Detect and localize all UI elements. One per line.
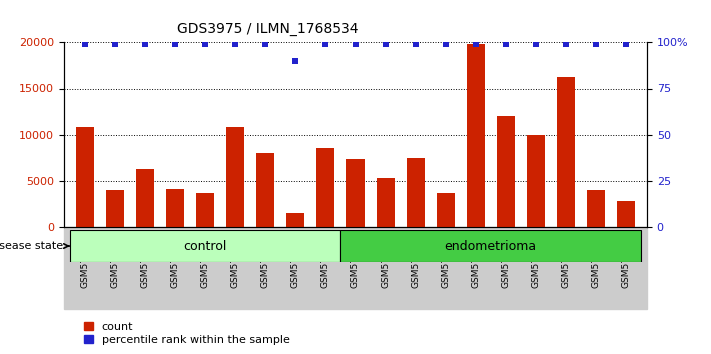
Point: [470, 41, 481, 47]
Point: [440, 41, 451, 47]
Bar: [497, 116, 515, 227]
Bar: [346, 159, 365, 227]
Text: disease state: disease state: [0, 241, 69, 251]
Point: [350, 41, 361, 47]
Bar: [437, 193, 454, 227]
Bar: [466, 44, 485, 227]
FancyBboxPatch shape: [70, 230, 341, 262]
Point: [230, 41, 241, 47]
Point: [410, 41, 422, 47]
Point: [620, 41, 631, 47]
Bar: [76, 127, 94, 227]
Bar: [377, 178, 395, 227]
Bar: [557, 78, 575, 227]
Point: [320, 41, 331, 47]
Bar: [136, 170, 154, 227]
Bar: [166, 189, 184, 227]
Bar: [407, 159, 424, 227]
FancyBboxPatch shape: [341, 230, 641, 262]
Point: [500, 41, 511, 47]
Point: [139, 41, 151, 47]
Bar: [316, 148, 334, 227]
Title: GDS3975 / ILMN_1768534: GDS3975 / ILMN_1768534: [177, 22, 359, 36]
Point: [109, 41, 121, 47]
Bar: [196, 193, 214, 227]
Point: [289, 58, 301, 64]
Text: endometrioma: endometrioma: [444, 240, 537, 252]
Point: [80, 41, 91, 47]
Bar: [257, 153, 274, 227]
Bar: [617, 201, 635, 227]
Bar: [64, 227, 647, 309]
Bar: [106, 190, 124, 227]
Point: [380, 41, 391, 47]
Bar: [226, 127, 245, 227]
Point: [590, 41, 602, 47]
Legend: count, percentile rank within the sample: count, percentile rank within the sample: [84, 321, 289, 345]
Point: [260, 41, 271, 47]
Bar: [527, 135, 545, 227]
Point: [169, 41, 181, 47]
Point: [200, 41, 211, 47]
Bar: [587, 190, 605, 227]
Bar: [287, 213, 304, 227]
Point: [560, 41, 572, 47]
Point: [530, 41, 542, 47]
Text: control: control: [183, 240, 227, 252]
